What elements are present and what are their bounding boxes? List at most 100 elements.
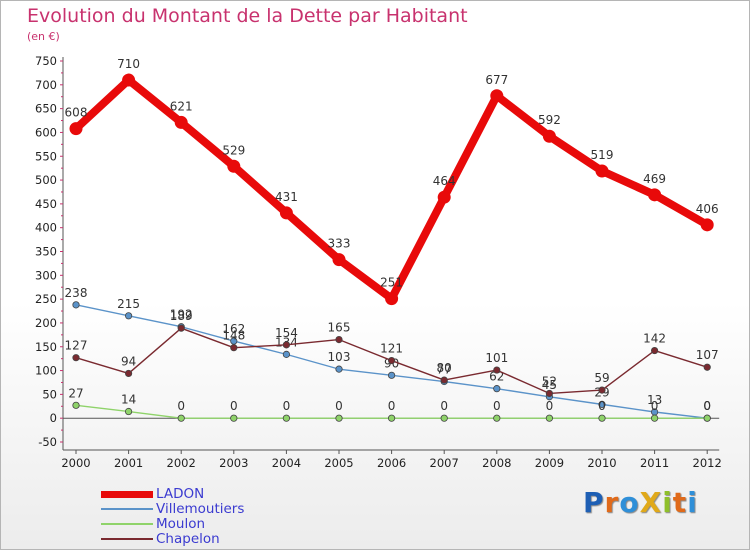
y-tick-label: 600 [35,125,57,139]
data-point [440,376,448,384]
data-label: 27 [68,386,83,400]
data-label: 519 [591,148,614,162]
legend-swatch [101,490,153,498]
x-tick-label: 2007 [430,456,459,470]
data-point [490,89,504,103]
data-label: 0 [283,399,291,413]
legend-label: Villemoutiers [156,501,245,517]
data-label: 45 [542,378,557,392]
data-point [335,336,343,344]
data-point [703,363,711,371]
y-tick-label: 650 [35,102,57,116]
data-point [282,414,290,422]
data-point [72,401,80,409]
data-point [545,389,554,398]
y-tick-label: 250 [35,292,57,306]
data-label: 0 [651,399,659,413]
data-label: 621 [170,99,193,113]
data-label: 0 [230,399,238,413]
legend-label: LADON [156,486,205,502]
data-point [230,344,238,352]
data-point [122,73,136,87]
data-label: 189 [170,309,193,323]
data-point [72,354,80,362]
data-point [227,159,241,173]
y-tick-label: 150 [35,340,57,354]
data-label: 0 [493,399,501,413]
legend-swatch [101,508,153,510]
data-point [72,301,80,309]
data-point [385,292,399,306]
y-tick-label: 700 [35,78,57,92]
y-tick-label: 300 [35,268,57,282]
y-tick-label: 350 [35,245,57,259]
data-point [387,356,396,365]
legend-swatch [101,538,153,540]
data-label: 121 [380,342,403,356]
data-label: 142 [643,332,666,346]
data-point [230,414,238,422]
data-point [650,346,659,355]
data-point [700,218,714,232]
data-label: 677 [485,73,508,87]
chart-title: Evolution du Montant de la Dette par Hab… [27,5,468,27]
data-label: 0 [598,399,606,413]
data-label: 107 [696,348,719,362]
proxiti-logo: ProXiti [583,486,698,519]
x-tick-label: 2003 [219,456,248,470]
data-label: 0 [335,399,343,413]
y-tick-label: 750 [35,54,57,68]
data-point [125,312,133,320]
y-tick-label: 50 [42,387,57,401]
data-label: 333 [328,237,351,251]
data-label: 127 [65,339,88,353]
data-label: 0 [440,399,448,413]
y-tick-label: -50 [38,435,57,449]
y-tick-label: 200 [35,316,57,330]
data-point [598,386,606,394]
data-label: 529 [222,143,245,157]
data-label: 215 [117,297,140,311]
data-label: 464 [433,174,456,188]
y-tick-label: 100 [35,364,57,378]
data-point [335,414,343,422]
x-tick-label: 2004 [272,456,301,470]
data-label: 710 [117,57,140,71]
data-point [648,188,662,202]
data-label: 80 [437,361,452,375]
legend-swatch [101,523,153,525]
data-point [703,414,711,422]
data-point [598,414,606,422]
data-point [440,414,448,422]
data-point [282,350,290,358]
data-point [387,414,396,422]
data-label: 59 [594,371,609,385]
x-tick-label: 2000 [61,456,90,470]
data-point [598,400,606,408]
data-label: 165 [328,321,351,335]
data-point [177,324,185,332]
data-label: 238 [65,286,88,300]
data-point [437,190,451,204]
data-label: 592 [538,113,561,127]
x-tick-label: 2005 [324,456,353,470]
data-point [545,414,554,422]
y-tick-label: 450 [35,197,57,211]
data-label: 0 [703,399,711,413]
data-label: 14 [121,393,136,407]
data-point [493,385,501,393]
data-label: 0 [177,399,185,413]
x-tick-label: 2012 [693,456,722,470]
data-label: 251 [380,276,403,290]
data-point [177,414,185,422]
data-label: 608 [65,106,88,120]
y-tick-label: 500 [35,173,57,187]
data-point [650,414,659,422]
data-point [125,369,133,378]
data-point [335,365,343,373]
data-label: 154 [275,326,298,340]
data-label: 62 [489,370,504,384]
data-label: 0 [546,399,554,413]
data-point [493,414,501,422]
